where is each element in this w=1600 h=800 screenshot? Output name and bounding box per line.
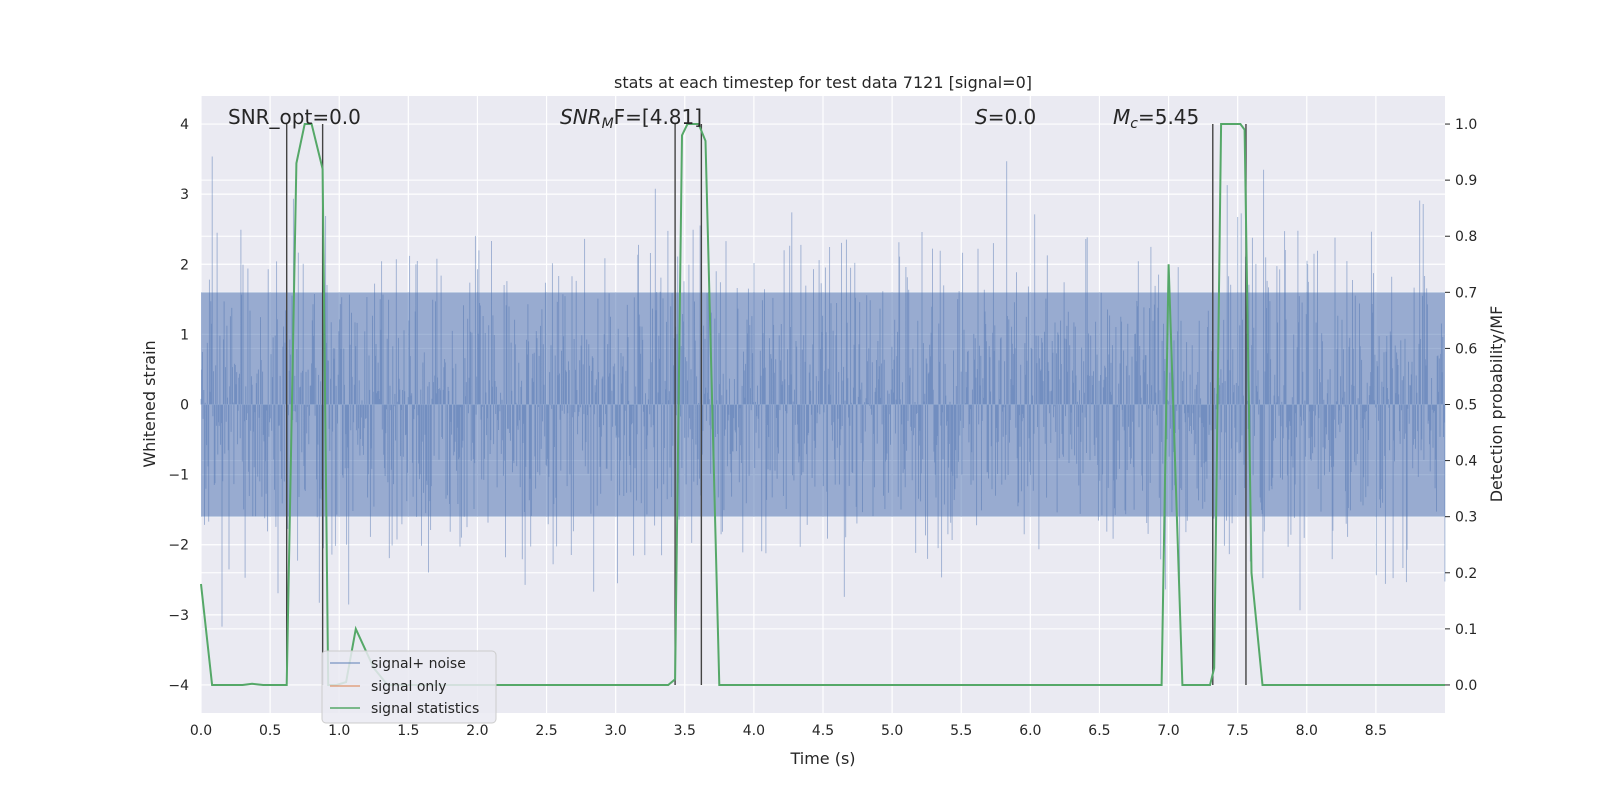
y2-axis-label: Detection probability/MF	[1487, 306, 1506, 503]
x-tick-label: 4.0	[743, 723, 765, 739]
statistics-line	[200, 123, 1445, 686]
x-tick-label: 7.5	[1227, 723, 1249, 739]
y-tick-label: 4	[180, 117, 189, 133]
y2-tick-label: 0.7	[1455, 285, 1477, 301]
x-tick-label: 1.0	[328, 723, 350, 739]
annotation-mc: Mc=5.45	[1113, 105, 1199, 132]
x-tick-label: 0.0	[190, 723, 212, 739]
y-tick-label: −1	[168, 468, 189, 484]
annotation-snr-mf: SNRMF=[4.81]	[560, 105, 702, 132]
x-tick-label: 8.0	[1296, 723, 1318, 739]
y2-tick-label: 0.8	[1455, 229, 1477, 245]
y-tick-label: 1	[180, 327, 189, 343]
chart-title: stats at each timestep for test data 712…	[614, 73, 1032, 92]
x-tick-label: 1.5	[397, 723, 419, 739]
x-tick-label: 0.5	[259, 723, 281, 739]
x-tick-label: 8.5	[1365, 723, 1387, 739]
x-tick-label: 6.0	[1019, 723, 1041, 739]
x-tick-label: 5.0	[881, 723, 903, 739]
legend-box	[321, 650, 497, 724]
y-tick-label: −4	[168, 678, 189, 694]
legend: signal+ noise signal only signal statist…	[321, 650, 497, 724]
y-tick-label: 2	[180, 257, 189, 273]
y2-tick-label: 0.2	[1455, 566, 1477, 582]
x-tick-label: 2.5	[535, 723, 557, 739]
x-tick-label: 3.5	[674, 723, 696, 739]
y2-tick-label: 0.9	[1455, 173, 1477, 189]
x-tick-label: 3.0	[605, 723, 627, 739]
x-tick-label: 4.5	[812, 723, 834, 739]
x-tick-label: 5.5	[950, 723, 972, 739]
y-tick-label: 3	[180, 187, 189, 203]
x-tick-label: 7.0	[1157, 723, 1179, 739]
y2-tick-label: 0.4	[1455, 454, 1477, 470]
y2-tick-label: 1.0	[1455, 117, 1477, 133]
y2-tick-label: 0.6	[1455, 341, 1477, 357]
statistics-series	[200, 123, 1445, 686]
x-tick-label: 2.0	[466, 723, 488, 739]
ticks: 0.0 0.5 1.0 1.5 2.0 2.5 3.0 3.5 4.0 4.5 5.0 5.5 6.0 6…	[168, 117, 1477, 739]
y2-tick-label: 0.1	[1455, 622, 1477, 638]
y-tick-label: 0	[180, 398, 189, 414]
noise-path	[200, 156, 1446, 627]
legend-label-statistics: signal statistics	[371, 701, 479, 717]
y2-tick-label: 0.5	[1455, 398, 1477, 414]
legend-label-signal-only: signal only	[371, 679, 446, 695]
y2-tick-label: 0.3	[1455, 510, 1477, 526]
y-tick-label: −3	[168, 608, 189, 624]
y-axis-label: Whitened strain	[140, 340, 159, 467]
annotation-snr-opt: SNR_opt=0.0	[228, 105, 361, 129]
y-tick-label: −2	[168, 538, 189, 554]
legend-label-noise: signal+ noise	[371, 656, 466, 672]
annotation-s: S=0.0	[975, 105, 1036, 129]
y2-tick-label: 0.0	[1455, 678, 1477, 694]
x-tick-label: 6.5	[1088, 723, 1110, 739]
noise-series	[200, 156, 1446, 627]
x-axis-label: Time (s)	[789, 749, 855, 768]
